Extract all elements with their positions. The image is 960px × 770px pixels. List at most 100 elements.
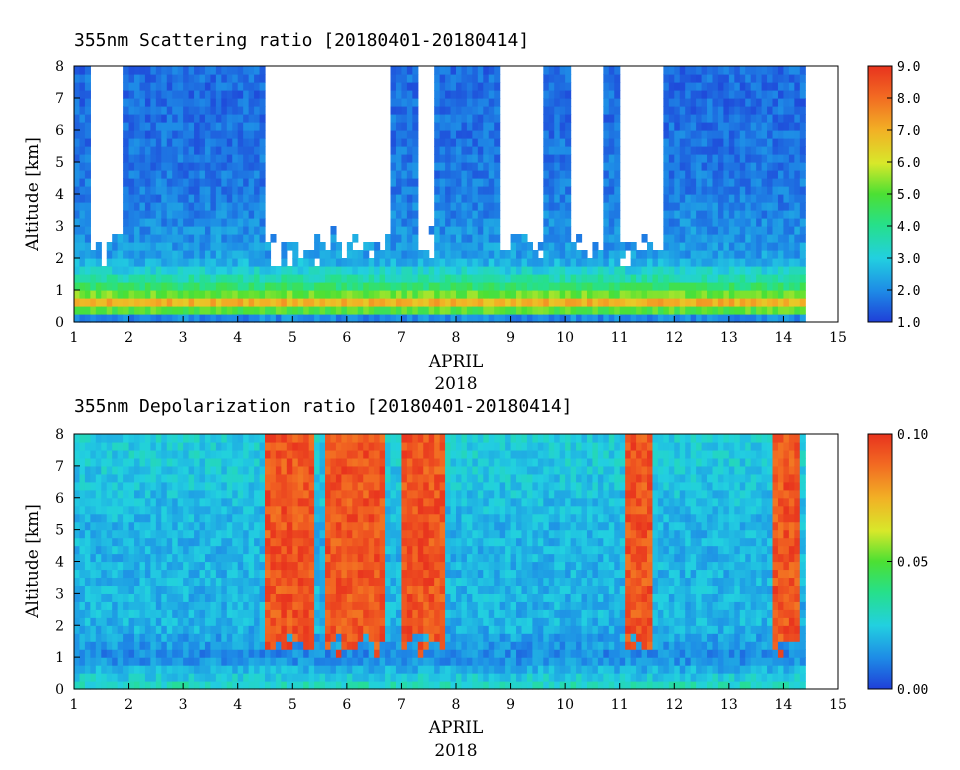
scattering-heatmap-cell	[767, 314, 774, 323]
scattering-heatmap-cell	[161, 274, 168, 283]
scattering-heatmap-cell	[745, 226, 752, 235]
scattering-heatmap-cell	[150, 66, 157, 75]
scattering-heatmap-cell	[439, 106, 446, 115]
depolarization-heatmap-cell	[226, 641, 233, 650]
scattering-heatmap-cell	[745, 186, 752, 195]
depolarization-heatmap-cell	[275, 529, 282, 539]
scattering-heatmap-cell	[608, 82, 615, 91]
scattering-heatmap-cell	[794, 82, 801, 91]
scattering-heatmap-cell	[456, 218, 463, 227]
depolarization-heatmap-cell	[183, 553, 190, 563]
scattering-heatmap-cell	[194, 226, 201, 235]
scattering-heatmap-cell	[79, 298, 86, 307]
scattering-heatmap-cell	[204, 186, 212, 195]
scattering-heatmap-cell	[548, 170, 555, 179]
scattering-heatmap-cell	[565, 250, 572, 259]
scattering-heatmap-cell	[734, 234, 741, 243]
depolarization-heatmap-cell	[341, 489, 348, 499]
depolarization-heatmap-cell	[139, 481, 146, 491]
scattering-heatmap-cell	[226, 314, 233, 323]
depolarization-heatmap-cell	[379, 505, 386, 515]
depolarization-heatmap-cell	[319, 513, 326, 523]
scattering-heatmap-cell	[494, 178, 501, 187]
depolarization-heatmap-cell	[297, 657, 304, 666]
scattering-heatmap-cell	[608, 162, 615, 171]
scattering-heatmap-cell	[161, 98, 168, 107]
scattering-heatmap-cell	[401, 106, 408, 115]
scattering-heatmap-cell	[603, 290, 610, 299]
scattering-heatmap-cell	[117, 234, 124, 243]
depolarization-heatmap-cell	[123, 497, 130, 507]
scattering-heatmap-cell	[270, 266, 277, 275]
scattering-heatmap-cell	[521, 242, 528, 251]
scattering-heatmap-cell	[505, 274, 512, 283]
depolarization-heatmap-cell	[254, 561, 261, 571]
scattering-heatmap-cell	[346, 250, 353, 259]
scattering-heatmap-cell	[79, 106, 86, 115]
depolarization-heatmap-cell	[303, 681, 310, 690]
scattering-heatmap-cell	[439, 210, 446, 219]
depolarization-heatmap-cell	[95, 577, 102, 587]
scattering-heatmap-cell	[548, 138, 555, 147]
depolarization-heatmap-cell	[352, 601, 359, 610]
scattering-heatmap-cell	[516, 258, 523, 267]
scattering-heatmap-cell	[679, 194, 686, 203]
scattering-heatmap-cell	[101, 266, 108, 275]
scattering-heatmap-cell	[559, 306, 566, 315]
depolarization-heatmap-cell	[161, 593, 168, 602]
scattering-heatmap-cell	[297, 314, 304, 323]
scattering-heatmap-cell	[395, 138, 403, 147]
scattering-heatmap-cell	[95, 258, 102, 267]
scattering-heatmap-cell	[761, 114, 768, 123]
scattering-heatmap-cell	[232, 234, 239, 243]
depolarization-heatmap-cell	[237, 633, 244, 642]
scattering-heatmap-cell	[799, 218, 806, 227]
scattering-heatmap-cell	[548, 290, 555, 299]
depolarization-heatmap-cell	[123, 457, 130, 467]
depolarization-heatmap-cell	[199, 513, 206, 523]
scattering-heatmap-cell	[581, 306, 588, 315]
depolarization-heatmap-cell	[385, 617, 392, 626]
scattering-heatmap-cell	[123, 282, 130, 291]
scattering-heatmap-cell	[494, 130, 501, 139]
scattering-heatmap-cell	[696, 306, 703, 315]
scattering-heatmap-cell	[417, 298, 424, 307]
scattering-heatmap-cell	[254, 218, 261, 227]
scattering-heatmap-cell	[712, 306, 719, 315]
scattering-heatmap-cell	[456, 162, 463, 171]
scattering-heatmap-cell	[461, 130, 468, 139]
depolarization-heatmap-cell	[275, 633, 282, 642]
scattering-heatmap-cell	[472, 146, 479, 155]
scattering-heatmap-cell	[166, 106, 173, 115]
scattering-heatmap-cell	[248, 90, 255, 99]
scattering-heatmap-cell	[505, 298, 512, 307]
scattering-heatmap-cell	[777, 274, 785, 283]
depolarization-heatmap-cell	[308, 601, 315, 610]
scattering-heatmap-cell	[510, 274, 517, 283]
scattering-heatmap-cell	[221, 250, 228, 259]
depolarization-heatmap-cell	[106, 465, 113, 475]
scattering-heatmap-cell	[330, 258, 337, 267]
scattering-heatmap-cell	[123, 258, 130, 267]
scattering-heatmap-cell	[548, 146, 555, 155]
depolarization-heatmap-cell	[308, 665, 315, 674]
scattering-heatmap-cell	[456, 274, 463, 283]
scattering-heatmap-cell	[166, 186, 173, 195]
scattering-heatmap-cell	[134, 178, 141, 187]
scattering-heatmap-cell	[221, 298, 228, 307]
scattering-heatmap-cell	[641, 290, 648, 299]
scattering-heatmap-cell	[215, 266, 222, 275]
scattering-heatmap-cell	[717, 266, 724, 275]
scattering-heatmap-cell	[777, 258, 785, 267]
depolarization-heatmap-cell	[335, 545, 342, 555]
scattering-heatmap-cell	[745, 194, 752, 203]
scattering-heatmap-cell	[679, 170, 686, 179]
scattering-heatmap-cell	[674, 170, 681, 179]
scattering-heatmap-cell	[647, 306, 654, 315]
scattering-heatmap-cell	[259, 154, 266, 163]
scattering-heatmap-cell	[237, 234, 244, 243]
depolarization-heatmap-cell	[237, 441, 244, 451]
scattering-heatmap-cell	[243, 202, 250, 211]
scattering-heatmap-cell	[395, 242, 403, 251]
scattering-heatmap-cell	[603, 274, 610, 283]
